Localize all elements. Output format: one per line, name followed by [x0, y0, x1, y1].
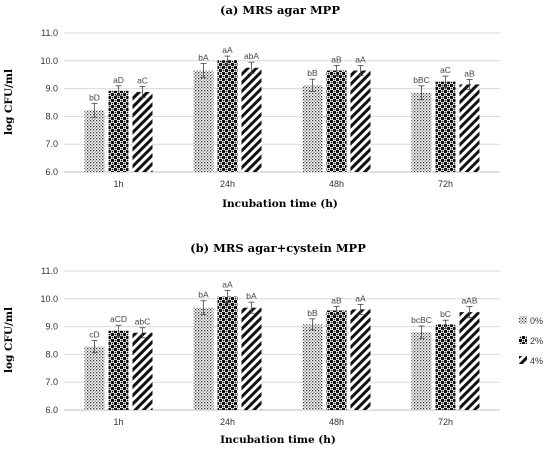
- bar-2pct-24h: [217, 60, 238, 172]
- data-label: abC: [135, 317, 151, 327]
- bar-2pct-24h: [217, 296, 238, 410]
- data-label: aA: [355, 55, 366, 65]
- data-label: bA: [198, 53, 209, 63]
- bar-4pct-48h: [350, 309, 371, 410]
- data-label: bA: [246, 291, 257, 301]
- bar-4pct-72h: [459, 84, 480, 172]
- bar-2pct-72h: [435, 81, 456, 172]
- x-tick-label: 72h: [438, 417, 453, 427]
- bar-2pct-72h: [435, 324, 456, 410]
- chart-b-legend: 0% 2% 4%: [519, 316, 543, 366]
- data-label: aA: [222, 279, 233, 289]
- y-tick-label: 9.0: [45, 84, 58, 94]
- x-tick-label: 48h: [329, 179, 344, 189]
- chart-a-plot: 6.0 7.0 8.0 9.0 10.0 11.0 bD aD aC 1h bA aA abA 24h bB…: [40, 28, 500, 189]
- y-tick-label: 11.0: [41, 266, 58, 276]
- data-label: aB: [331, 295, 342, 305]
- bar-4pct-1h: [132, 91, 153, 172]
- chart-b-plot: 6.0 7.0 8.0 9.0 10.0 11.0 cD aCD abC 1h bA aA bA 24h b…: [40, 266, 500, 427]
- bar-4pct-1h: [132, 332, 153, 410]
- bar-0pct-72h: [411, 332, 432, 410]
- x-tick-label: 24h: [220, 179, 235, 189]
- y-tick-label: 8.0: [45, 349, 58, 359]
- legend-label: 2%: [530, 336, 543, 346]
- bar-2pct-48h: [326, 310, 347, 410]
- bar-0pct-1h: [84, 346, 105, 410]
- chart-a: (a) MRS agar MPP 6.0 7.0 8.0 9.0 10.0 11.0 bD a…: [3, 3, 500, 210]
- x-tick-label: 48h: [329, 417, 344, 427]
- chart-a-ylabel: log CFU/ml: [3, 69, 15, 135]
- y-tick-label: 7.0: [45, 139, 58, 149]
- y-tick-label: 6.0: [45, 405, 58, 415]
- bar-2pct-48h: [326, 70, 347, 172]
- data-label: aB: [464, 68, 475, 78]
- bar-0pct-72h: [411, 92, 432, 172]
- data-label: aA: [222, 45, 233, 55]
- data-label: abA: [244, 51, 259, 61]
- bar-0pct-24h: [193, 307, 214, 410]
- bar-4pct-72h: [459, 312, 480, 410]
- data-label: aCD: [110, 314, 127, 324]
- bar-4pct-24h: [241, 307, 262, 410]
- x-tick-label: 1h: [113, 179, 123, 189]
- data-label: aC: [137, 75, 148, 85]
- legend-swatch: [519, 356, 527, 364]
- chart-b: (b) MRS agar+cystein MPP 6.0 7.0 8.0 9.0 10.…: [3, 241, 543, 446]
- data-label: aC: [440, 65, 451, 75]
- bar-0pct-1h: [84, 110, 105, 172]
- data-label: bD: [89, 92, 100, 102]
- chart-a-xlabel: Incubation time (h): [222, 198, 338, 210]
- bar-2pct-1h: [108, 330, 129, 410]
- y-tick-label: 11.0: [41, 28, 58, 38]
- data-label: bC: [440, 309, 451, 319]
- bar-0pct-48h: [302, 324, 323, 410]
- chart-b-ylabel: log CFU/ml: [3, 307, 15, 373]
- y-tick-label: 10.0: [40, 56, 58, 66]
- legend-swatch: [519, 336, 527, 344]
- data-label: aA: [355, 293, 366, 303]
- bar-0pct-24h: [193, 70, 214, 172]
- chart-b-title: (b) MRS agar+cystein MPP: [190, 241, 366, 255]
- y-tick-label: 8.0: [45, 111, 58, 121]
- data-label: aB: [331, 55, 342, 65]
- data-label: bB: [307, 308, 318, 318]
- data-label: bA: [198, 290, 209, 300]
- data-label: cD: [89, 330, 99, 340]
- chart-a-title: (a) MRS agar MPP: [220, 3, 340, 17]
- bar-4pct-24h: [241, 67, 262, 172]
- data-label: aD: [113, 75, 124, 85]
- data-label: bBC: [413, 75, 430, 85]
- legend-swatch: [519, 316, 527, 324]
- x-tick-label: 72h: [438, 179, 453, 189]
- y-tick-label: 10.0: [40, 294, 58, 304]
- legend-label: 0%: [530, 316, 543, 326]
- x-tick-label: 1h: [113, 417, 123, 427]
- data-label: aAB: [461, 296, 477, 306]
- legend-label: 4%: [530, 356, 543, 366]
- x-tick-label: 24h: [220, 417, 235, 427]
- y-tick-label: 7.0: [45, 377, 58, 387]
- data-label: bcBC: [411, 315, 432, 325]
- chart-b-xlabel: Incubation time (h): [220, 434, 336, 446]
- bar-0pct-48h: [302, 85, 323, 172]
- bar-2pct-1h: [108, 90, 129, 172]
- y-tick-label: 6.0: [45, 167, 58, 177]
- bar-4pct-48h: [350, 70, 371, 172]
- y-tick-label: 9.0: [45, 322, 58, 332]
- data-label: bB: [307, 68, 318, 78]
